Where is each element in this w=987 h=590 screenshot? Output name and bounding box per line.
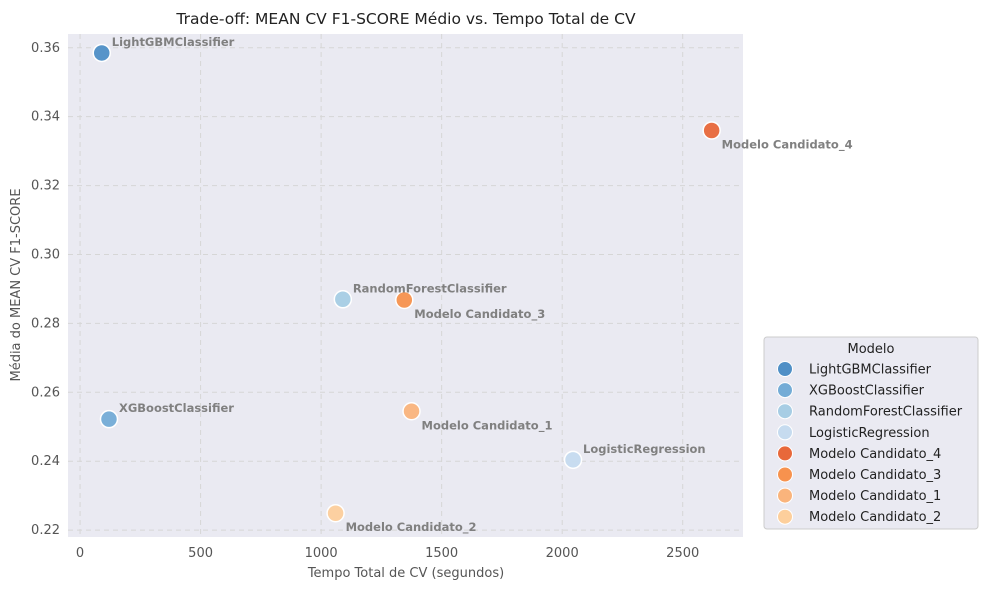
legend-box [763,336,979,530]
data-point [326,503,345,523]
legend-label: LightGBMClassifier [809,363,932,378]
x-tick-label: 1500 [425,546,458,561]
legend-marker [777,466,793,483]
legend: Modelo LightGBMClassifier XGBoostClassifi… [763,336,979,530]
y-tick-label: 0.34 [31,110,60,125]
y-tick-label: 0.36 [31,41,60,56]
y-axis: 0.22 0.24 0.26 0.28 0.30 0.32 0.34 0.36 [31,41,60,538]
point-label: Modelo Candidato_3 [414,307,545,322]
point-label: Modelo Candidato_4 [722,137,853,152]
x-axis-label: Tempo Total de CV (segundos) [307,566,504,581]
x-axis: 0 500 1000 1500 2000 2500 [76,546,699,561]
point-labels: LightGBMClassifier XGBoostClassifier Rando… [112,35,853,535]
point-label: XGBoostClassifier [119,401,234,415]
points [92,43,721,523]
y-tick-label: 0.26 [31,385,60,400]
legend-label: Modelo Candidato_4 [809,447,941,462]
x-tick-label: 2000 [546,546,579,561]
y-tick-label: 0.32 [31,179,60,194]
y-tick-label: 0.24 [31,454,60,469]
y-axis-label: Média do MEAN CV F1-SCORE [9,188,24,381]
legend-label: Modelo Candidato_3 [809,468,941,483]
legend-items: LightGBMClassifier XGBoostClassifier Rando… [777,361,963,525]
x-tick-label: 0 [76,546,84,561]
y-tick-label: 0.28 [31,316,60,331]
x-tick-label: 500 [188,546,213,561]
grid [68,34,743,537]
legend-marker [777,424,793,441]
legend-marker [777,382,793,399]
data-point [402,402,421,421]
data-point [92,43,111,63]
legend-marker [777,487,793,504]
plot-area [68,34,743,537]
point-label: Modelo Candidato_2 [346,520,477,535]
legend-marker [777,445,793,462]
legend-label: LogisticRegression [809,426,930,441]
data-point [99,409,119,429]
point-label: Modelo Candidato_1 [422,418,553,433]
data-point [563,450,583,470]
data-point [395,290,414,310]
chart-title: Trade-off: MEAN CV F1-SCORE Médio vs. Te… [175,10,636,28]
y-tick-label: 0.30 [31,247,60,262]
legend-label: RandomForestClassifier [809,405,963,420]
legend-marker [777,361,793,377]
legend-label: Modelo Candidato_2 [809,510,941,525]
data-point [702,121,721,140]
legend-marker [777,508,793,525]
x-tick-label: 1000 [305,546,338,561]
y-tick-label: 0.22 [31,523,60,538]
point-label: LogisticRegression [583,442,706,456]
legend-label: Modelo Candidato_1 [809,489,941,504]
legend-title: Modelo [848,342,895,357]
legend-label: XGBoostClassifier [809,384,925,399]
x-tick-label: 2500 [666,546,699,561]
data-point [333,290,353,309]
point-label: RandomForestClassifier [353,281,507,295]
legend-marker [777,403,793,420]
point-label: LightGBMClassifier [112,35,235,49]
